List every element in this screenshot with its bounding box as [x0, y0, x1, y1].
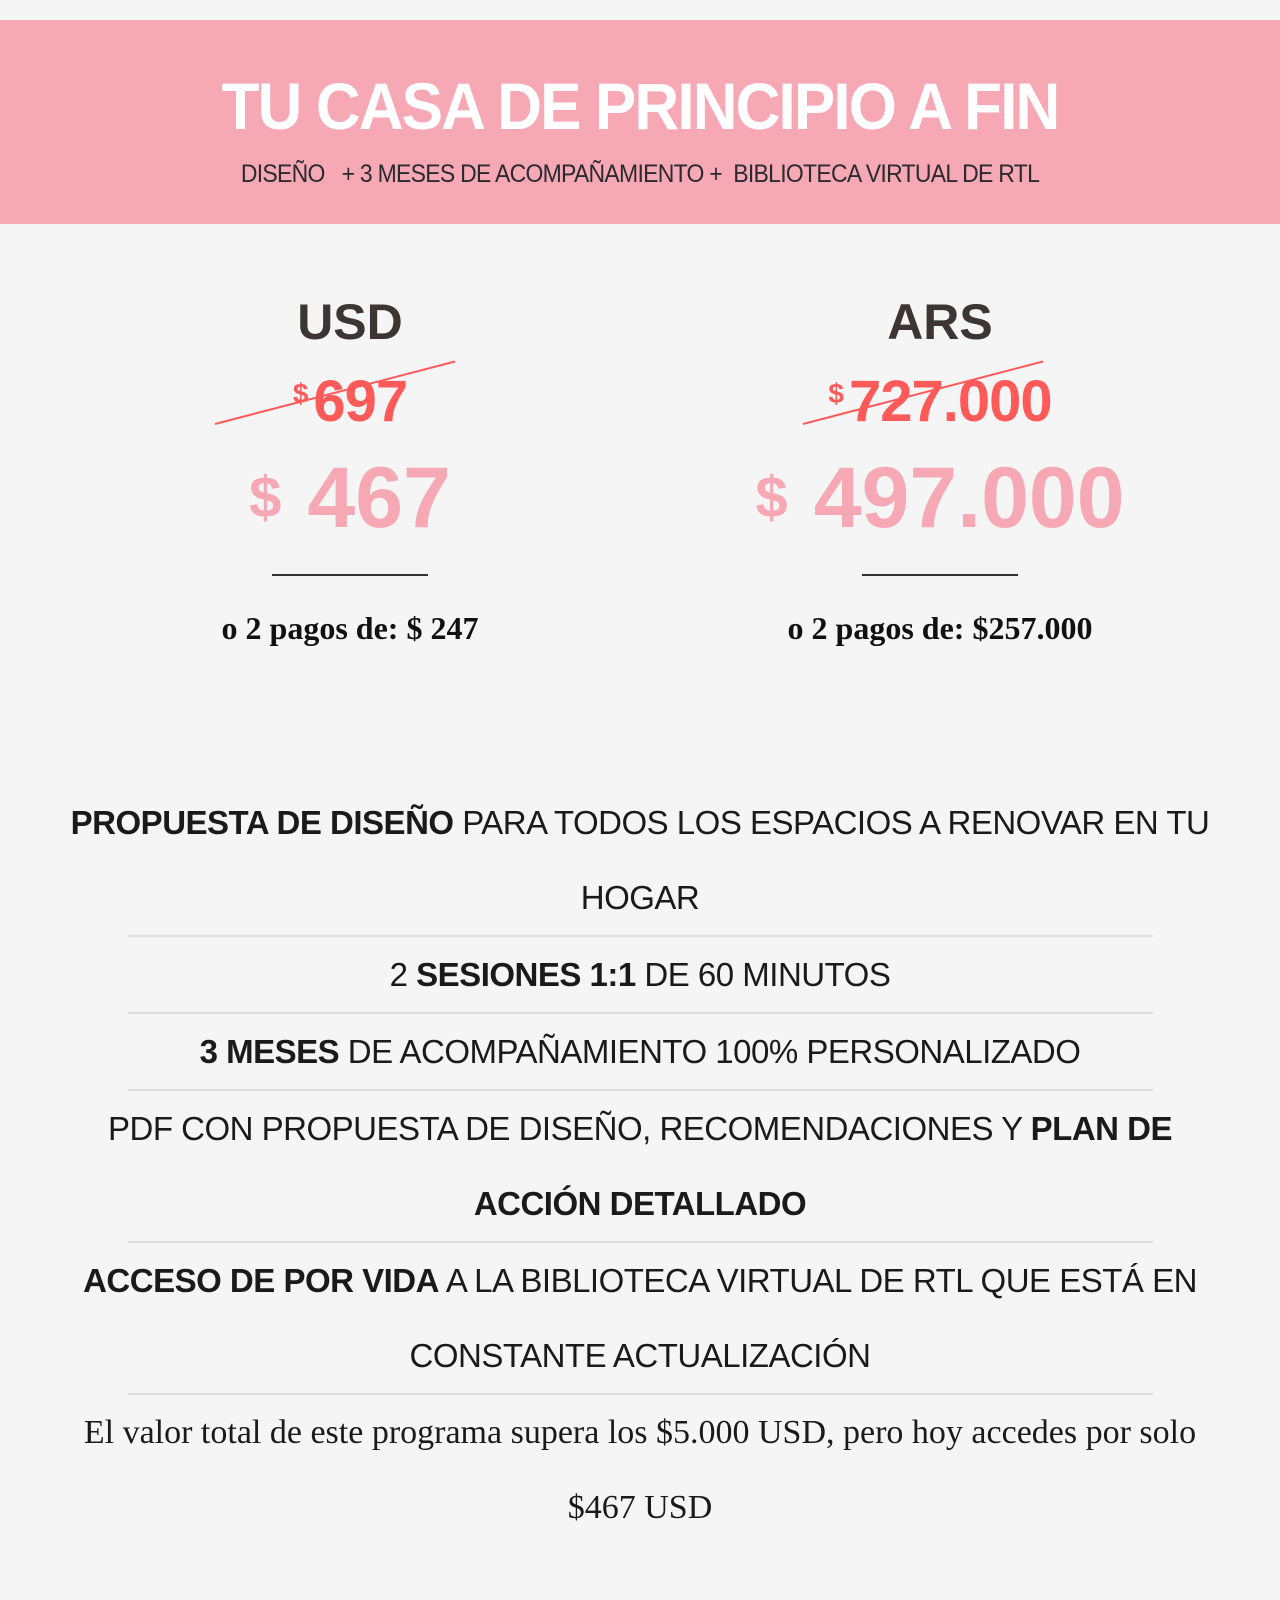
new-price: $467 [70, 438, 630, 558]
old-price-value: 727.000 [848, 369, 1053, 434]
price-card-usd: USD $697 $467 o 2 pagos de: $ 247 [70, 290, 630, 647]
new-price-symbol: $ [249, 465, 282, 530]
page-title: TU CASA DE PRINCIPIO A FIN [221, 69, 1061, 143]
feature-item: PROPUESTA DE DISEÑO PARA TODOS LOS ESPAC… [60, 785, 1220, 935]
feature-bold: ACCESO DE POR VIDA [83, 1262, 439, 1299]
feature-text: DE ACOMPAÑAMIENTO 100% PERSONALIZADO [339, 1033, 1081, 1070]
old-price: $697 [70, 354, 630, 434]
new-price-symbol: $ [755, 465, 788, 530]
old-price-symbol: $ [292, 378, 309, 409]
header-banner: TU CASA DE PRINCIPIO A FIN DISEÑO + 3 ME… [0, 20, 1280, 224]
feature-bold: PROPUESTA DE DISEÑO [70, 804, 454, 841]
separator [127, 1012, 1153, 1014]
new-price-value: 497.000 [813, 450, 1125, 546]
feature-text: A LA BIBLIOTECA VIRTUAL DE RTL QUE ESTÁ … [409, 1262, 1198, 1374]
old-price-symbol: $ [828, 378, 844, 409]
feature-item: ACCESO DE POR VIDA A LA BIBLIOTECA VIRTU… [60, 1243, 1220, 1393]
feature-item: 3 MESES DE ACOMPAÑAMIENTO 100% PERSONALI… [60, 1014, 1220, 1089]
separator [127, 1241, 1153, 1243]
total-value-note: El valor total de este programa supera l… [83, 1414, 1197, 1526]
feature-text: PARA TODOS LOS ESPACIOS A RENOVAR EN TU … [453, 804, 1210, 916]
separator [127, 935, 1153, 937]
feature-text: PDF CON PROPUESTA DE DISEÑO, RECOMENDACI… [107, 1110, 1031, 1147]
feature-item: 2 SESIONES 1:1 DE 60 MINUTOS [60, 937, 1220, 1012]
price-card-ars: ARS $727.000 $497.000 o 2 pagos de: $257… [660, 290, 1220, 647]
feature-text: DE 60 MINUTOS [635, 956, 891, 993]
new-price-value: 467 [307, 450, 451, 546]
new-price: $497.000 [660, 438, 1220, 558]
currency-label: USD [297, 294, 403, 350]
feature-bold: SESIONES 1:1 [416, 956, 636, 993]
feature-list: PROPUESTA DE DISEÑO PARA TODOS LOS ESPAC… [60, 785, 1220, 1545]
currency-label: ARS [887, 294, 993, 350]
separator [127, 1393, 1153, 1395]
feature-text: 2 [389, 956, 417, 993]
installments-text: o 2 pagos de: $257.000 [787, 610, 1093, 646]
divider [862, 574, 1018, 576]
feature-item: PDF CON PROPUESTA DE DISEÑO, RECOMENDACI… [60, 1091, 1220, 1241]
divider [272, 574, 428, 576]
old-price-value: 697 [313, 369, 408, 434]
page-subtitle: DISEÑO + 3 MESES DE ACOMPAÑAMIENTO + BIB… [240, 160, 1040, 188]
separator [127, 1089, 1153, 1091]
installments-text: o 2 pagos de: $ 247 [221, 610, 479, 646]
feature-bold: 3 MESES [199, 1033, 340, 1070]
old-price: $727.000 [660, 354, 1220, 434]
feature-bold: PLAN DE ACCIÓN DETALLADO [473, 1110, 1173, 1222]
